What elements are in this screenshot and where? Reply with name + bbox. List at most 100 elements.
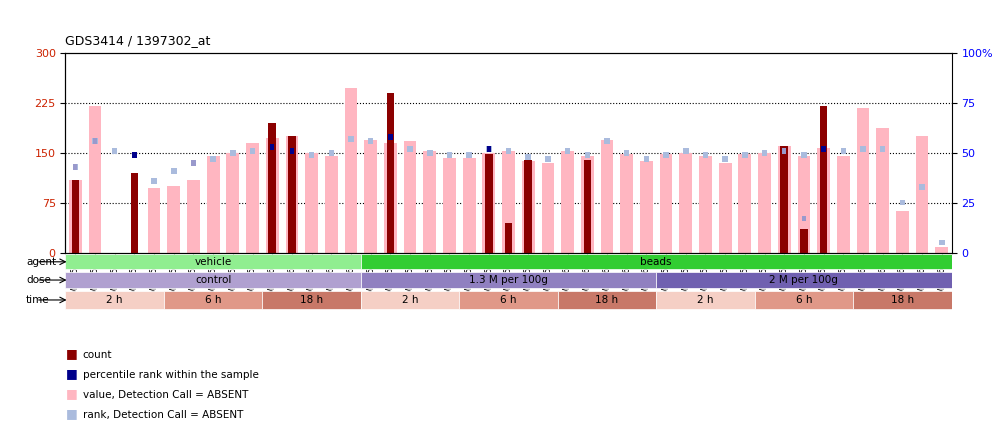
Bar — [270, 143, 275, 148]
Bar — [876, 128, 889, 253]
Text: vehicle: vehicle — [194, 257, 232, 267]
Bar — [802, 216, 806, 222]
Bar — [558, 291, 657, 309]
Bar — [742, 152, 747, 158]
Text: ■: ■ — [65, 367, 78, 380]
Bar — [581, 156, 594, 253]
Bar — [167, 186, 180, 253]
Bar — [65, 254, 361, 270]
Bar — [526, 155, 531, 160]
Bar — [780, 147, 787, 253]
Bar — [151, 178, 157, 183]
Bar — [112, 148, 118, 154]
Text: 6 h: 6 h — [204, 295, 222, 305]
Bar — [65, 272, 361, 288]
Bar — [269, 123, 276, 253]
Bar — [782, 148, 786, 154]
Text: 6 h: 6 h — [796, 295, 813, 305]
Bar — [860, 147, 866, 152]
Bar — [620, 155, 633, 253]
Bar — [801, 230, 808, 253]
Bar — [427, 151, 433, 156]
Bar — [485, 155, 492, 253]
Bar — [68, 179, 82, 253]
Bar — [506, 148, 512, 154]
Bar — [899, 200, 905, 206]
Bar — [738, 155, 751, 253]
Bar — [73, 164, 79, 170]
Bar — [486, 147, 491, 152]
Bar — [683, 148, 689, 154]
Bar — [600, 140, 613, 253]
Bar — [820, 107, 828, 253]
Bar — [388, 135, 393, 140]
Text: 2 h: 2 h — [402, 295, 418, 305]
Bar — [542, 163, 554, 253]
Bar — [164, 291, 263, 309]
Bar — [936, 247, 949, 253]
Bar — [657, 272, 952, 288]
Bar — [505, 223, 513, 253]
Bar — [896, 211, 908, 253]
Bar — [74, 164, 78, 170]
Bar — [344, 88, 357, 253]
Bar — [206, 156, 220, 253]
Bar — [880, 147, 885, 152]
Bar — [857, 108, 869, 253]
Bar — [246, 143, 259, 253]
Bar — [171, 168, 176, 174]
Bar — [187, 179, 199, 253]
Bar — [365, 140, 377, 253]
Bar — [89, 107, 102, 253]
Text: GDS3414 / 1397302_at: GDS3414 / 1397302_at — [65, 34, 210, 47]
Bar — [423, 151, 436, 253]
Bar — [404, 141, 417, 253]
Bar — [853, 291, 952, 309]
Bar — [210, 156, 215, 162]
Text: 1.3 M per 100g: 1.3 M per 100g — [469, 275, 548, 285]
Text: rank, Detection Call = ABSENT: rank, Detection Call = ABSENT — [83, 409, 243, 420]
Bar — [502, 151, 515, 253]
Bar — [584, 152, 590, 158]
Text: 18 h: 18 h — [300, 295, 323, 305]
Bar — [657, 291, 754, 309]
Bar — [459, 291, 558, 309]
Text: 2 h: 2 h — [697, 295, 714, 305]
Bar — [384, 143, 397, 253]
Bar — [289, 144, 295, 150]
Bar — [565, 148, 570, 154]
Bar — [227, 153, 240, 253]
Text: 2 h: 2 h — [107, 295, 123, 305]
Bar — [443, 158, 456, 253]
Bar — [387, 93, 394, 253]
Text: 2 M per 100g: 2 M per 100g — [769, 275, 839, 285]
Bar — [719, 163, 731, 253]
Bar — [545, 156, 551, 162]
Bar — [841, 148, 846, 154]
Bar — [837, 156, 850, 253]
Text: time: time — [26, 295, 49, 305]
Bar — [777, 147, 790, 253]
Bar — [660, 155, 673, 253]
Bar — [148, 187, 160, 253]
Bar — [132, 182, 137, 187]
Text: 6 h: 6 h — [500, 295, 517, 305]
Bar — [230, 151, 236, 156]
Bar — [822, 147, 826, 152]
Text: count: count — [83, 349, 112, 360]
Bar — [821, 147, 827, 152]
Text: dose: dose — [26, 275, 51, 285]
Bar — [482, 153, 495, 253]
Text: agent: agent — [26, 257, 56, 267]
Bar — [288, 136, 296, 253]
Bar — [305, 153, 318, 253]
Bar — [266, 139, 279, 253]
Bar — [190, 160, 196, 166]
Bar — [680, 153, 692, 253]
Bar — [781, 147, 787, 152]
Bar — [699, 156, 712, 253]
Bar — [798, 156, 811, 253]
Bar — [466, 152, 472, 158]
Bar — [447, 152, 452, 158]
Bar — [65, 291, 164, 309]
